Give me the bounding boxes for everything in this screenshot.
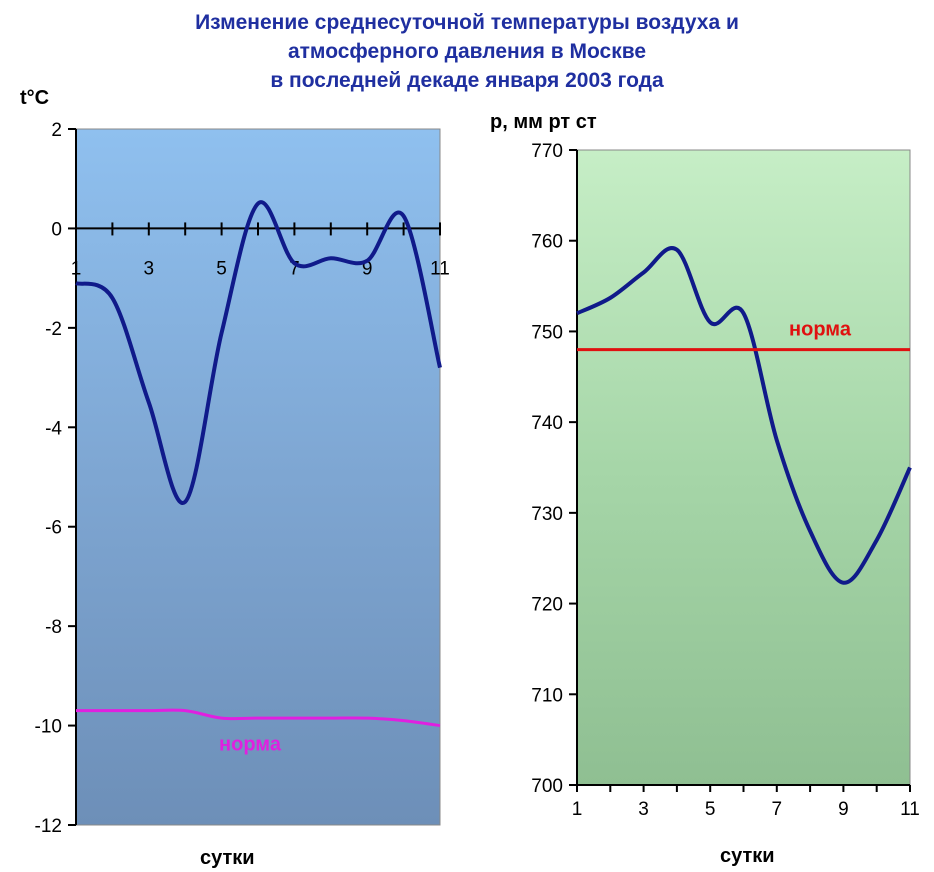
- norm-label: норма: [789, 319, 852, 341]
- x-tick-label: 5: [216, 258, 227, 279]
- y-tick-label: 2: [51, 120, 62, 141]
- y-tick-label: 720: [531, 595, 563, 616]
- y-tick-label: 740: [531, 413, 563, 434]
- x-tick-label: 11: [430, 258, 450, 279]
- x-tick-label: 9: [362, 258, 373, 279]
- y-axis-label: р, мм рт ст: [490, 111, 597, 133]
- y-tick-label: 770: [531, 141, 563, 162]
- series-line-0: [75, 200, 442, 505]
- y-tick-label: 710: [531, 685, 563, 706]
- x-tick-label: 5: [705, 799, 716, 820]
- x-tick-label: 1: [71, 258, 82, 279]
- y-tick-label: -8: [45, 617, 62, 638]
- x-tick-label: 3: [638, 799, 649, 820]
- x-tick-label: 7: [772, 799, 783, 820]
- y-tick-label: 730: [531, 504, 563, 525]
- title-line-2: атмосферного давления в Москве: [287, 40, 647, 63]
- x-tick-label: 1: [572, 799, 583, 820]
- y-tick-label: -12: [35, 816, 62, 837]
- y-axis-label: t°C: [20, 87, 49, 109]
- series-line-1: [576, 246, 912, 585]
- norm-label: норма: [219, 733, 282, 755]
- title-line-1: Изменение среднесуточной температуры воз…: [195, 11, 739, 34]
- y-tick-label: -10: [35, 717, 62, 738]
- y-tick-label: 0: [51, 219, 62, 240]
- plot-area-1: [576, 149, 911, 786]
- x-axis-label: сутки: [720, 845, 775, 867]
- x-tick-label: 11: [900, 799, 920, 820]
- x-tick-label: 3: [144, 258, 155, 279]
- x-tick-label: 7: [289, 258, 300, 279]
- x-tick-label: 9: [838, 799, 849, 820]
- y-tick-label: 700: [531, 776, 563, 797]
- y-tick-label: -6: [45, 518, 62, 539]
- y-tick-label: -4: [45, 418, 62, 439]
- chart-title: Изменение среднесуточной температуры воз…: [0, 8, 934, 95]
- y-tick-label: 760: [531, 232, 563, 253]
- title-line-3: в последней декаде января 2003 года: [270, 69, 664, 92]
- y-tick-label: 750: [531, 322, 563, 343]
- y-tick-label: -2: [45, 319, 62, 340]
- x-axis-label: сутки: [200, 847, 255, 869]
